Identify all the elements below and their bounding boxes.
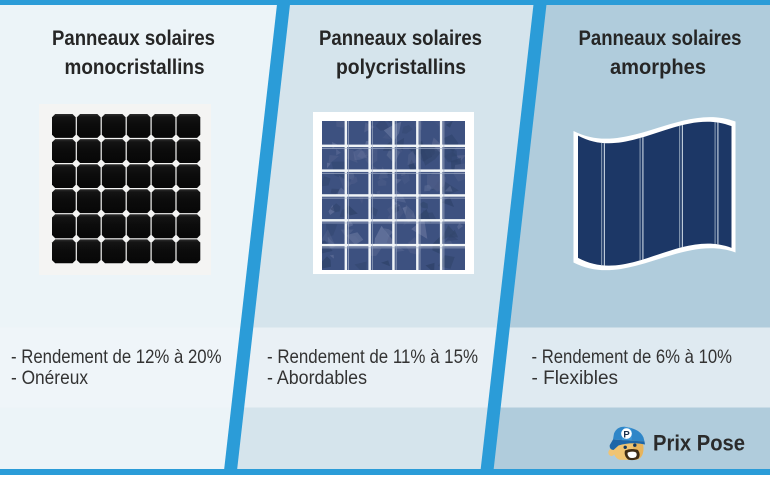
svg-text:Panneaux solaires: Panneaux solaires <box>319 27 482 50</box>
svg-text:- Rendement de 12% à 20%: - Rendement de 12% à 20% <box>11 346 222 368</box>
svg-text:- Rendement de 11% à 15%: - Rendement de 11% à 15% <box>267 346 478 368</box>
svg-text:Panneaux solaires: Panneaux solaires <box>579 27 742 50</box>
svg-text:Panneaux solaires: Panneaux solaires <box>52 27 215 50</box>
svg-text:- Flexibles: - Flexibles <box>532 367 619 389</box>
svg-text:- Abordables: - Abordables <box>267 367 367 389</box>
svg-text:P: P <box>623 429 630 440</box>
svg-text:Prix Pose: Prix Pose <box>653 431 745 456</box>
svg-text:amorphes: amorphes <box>610 56 706 79</box>
svg-text:- Rendement de 6% à 10%: - Rendement de 6% à 10% <box>532 346 733 368</box>
svg-text:- Onéreux: - Onéreux <box>11 367 88 389</box>
svg-text:polycristallins: polycristallins <box>336 56 466 79</box>
svg-text:monocristallins: monocristallins <box>65 56 205 79</box>
